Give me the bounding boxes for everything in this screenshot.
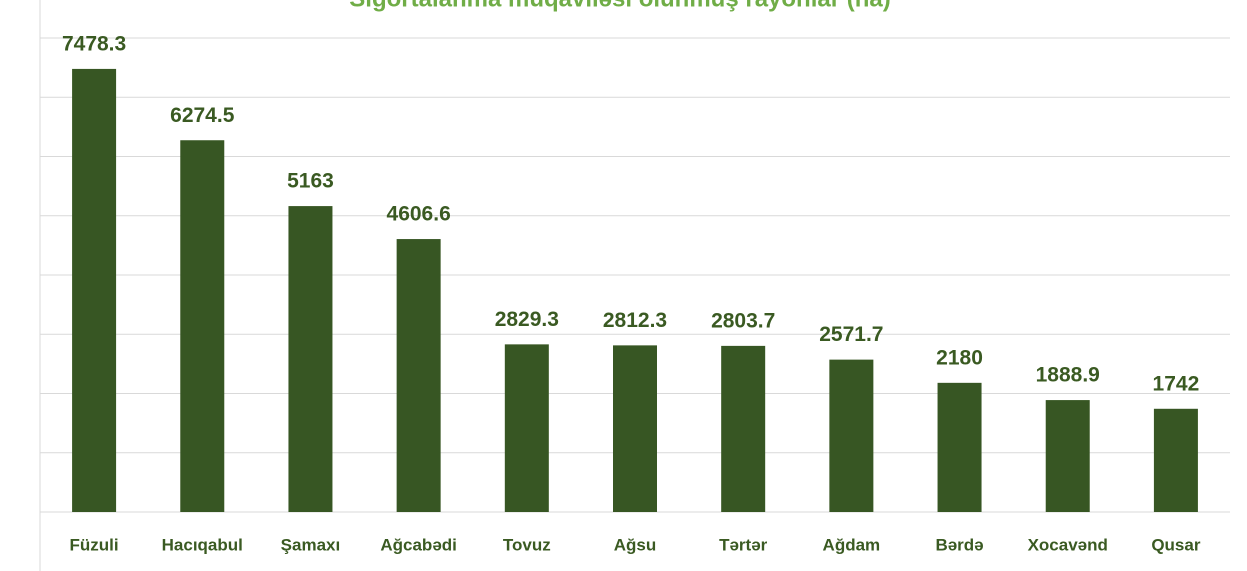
x-tick-label: Ağcabədi [380,535,457,554]
x-tick-label: Xocavənd [1028,535,1108,554]
value-label: 4606.6 [387,203,451,226]
value-label: 7478.3 [62,32,126,55]
bar [396,239,441,512]
x-tick-label: Qusar [1151,535,1201,554]
value-label: 6274.5 [170,104,235,127]
bar [504,344,549,512]
bar [1045,400,1090,512]
x-tick-label: Şamaxı [281,535,341,554]
bar [288,206,333,512]
value-label: 2812.3 [603,309,667,332]
x-tick-label: Bərdə [935,535,983,554]
x-tick-label: Tovuz [503,535,551,554]
bar [72,68,117,512]
chart-title: Sığortalanma müqaviləsi olunmuş rayonlar… [349,0,890,12]
x-tick-label: Ağsu [614,535,657,554]
value-label: 2571.7 [819,323,883,346]
bar [721,345,766,512]
value-label: 1888.9 [1036,364,1100,387]
x-tick-label: Tərtər [719,535,768,554]
bar [937,382,982,512]
value-label: 2803.7 [711,309,775,332]
x-tick-label: Füzuli [70,535,119,554]
value-label: 2829.3 [495,308,559,331]
bar [613,345,657,512]
x-tick-label: Hacıqabul [162,535,243,554]
value-label: 5163 [287,170,334,193]
bar [180,140,225,512]
value-label: 2180 [936,346,983,369]
x-tick-label: Ağdam [823,535,881,554]
bar [1153,408,1198,512]
value-label: 1742 [1153,372,1200,395]
bar [829,359,874,512]
